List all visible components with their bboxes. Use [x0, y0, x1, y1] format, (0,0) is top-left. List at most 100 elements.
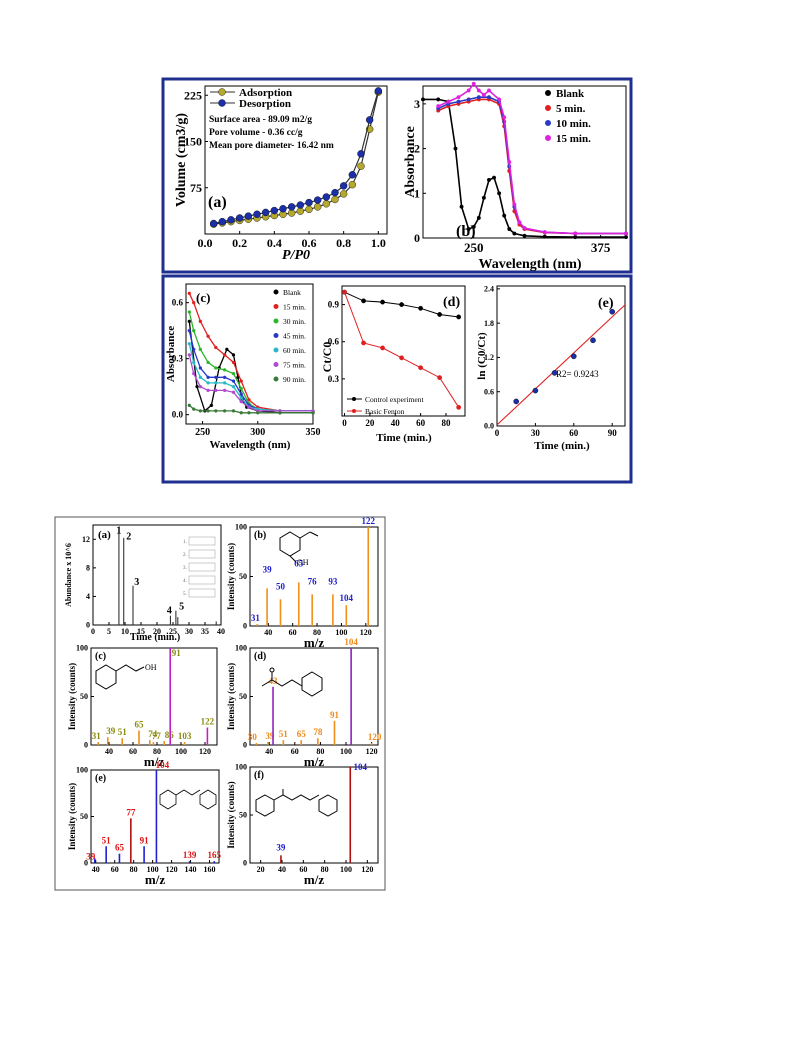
uv1-marker-0	[542, 234, 547, 239]
ms-c-peak-label: 31	[92, 731, 102, 741]
ms-f-xtick-label: 60	[299, 865, 307, 874]
gc-structure-thumbnail	[188, 575, 216, 585]
uv1-marker-0	[421, 97, 426, 102]
uv2-ytick-label: 0.0	[172, 410, 184, 420]
ms-f-peak-label: 39	[276, 842, 286, 852]
gc-ylabel: Abundance x 10^6	[64, 543, 73, 607]
uv1-marker-3	[486, 88, 491, 93]
bet-marker-adsorption	[296, 207, 305, 215]
uv1-series-line-2	[437, 96, 626, 235]
uv1-marker-2	[486, 95, 491, 100]
uv2-marker-1	[222, 353, 227, 357]
figure-frame-top	[161, 77, 633, 274]
uv2-ylabel: Absorbance	[165, 326, 177, 382]
bet-marker-desorption	[218, 217, 227, 226]
ms-c-ytick-label: 50	[80, 692, 88, 701]
uv2-marker-1	[231, 360, 236, 365]
ms-b-xtick-label: 40	[264, 628, 272, 637]
ms-c-xtick-label: 40	[105, 747, 113, 756]
uv1-marker-3	[471, 81, 476, 86]
uv1-marker-0	[507, 227, 512, 232]
ms-b-xtick-label: 80	[313, 628, 321, 637]
kin-series-line-1	[344, 292, 460, 408]
ms-f-xtick-label: 20	[257, 865, 265, 874]
uv1-ytick-label: 0	[414, 231, 420, 245]
ms-e-peak-label: 77	[126, 807, 136, 817]
ms-c-ytick-label: 0	[84, 741, 88, 750]
bet-ytick-label: 75	[190, 181, 202, 195]
uv1-marker-0	[481, 195, 486, 200]
uv2-marker-6	[256, 411, 260, 415]
uv1-legend-label: Blank	[556, 88, 585, 100]
uv1-marker-3	[542, 230, 547, 235]
panel-label: (e)	[598, 296, 614, 311]
gc-structure-index: 2.	[183, 553, 187, 558]
panel-label: (b)	[456, 223, 476, 240]
uv2-marker-0	[187, 319, 192, 324]
fit-xtick-label: 0	[495, 428, 500, 438]
bet-marker-desorption	[279, 205, 287, 213]
ms-c-peak-label: 74	[148, 729, 158, 739]
uv2-marker-6	[187, 403, 192, 408]
bet-ylabel: Volume (cm3/g)	[174, 113, 189, 207]
uv1-marker-0	[502, 213, 507, 218]
uv1-xtick-label: 375	[591, 240, 611, 255]
gc-xtick-label: 25	[169, 627, 177, 636]
kin-xlabel: Time (min.)	[376, 432, 432, 444]
ms-f-xtick-label: 120	[361, 865, 373, 874]
ms-b-xtick-label: 60	[289, 628, 297, 637]
bet-ytick-label: 150	[184, 135, 202, 149]
kin-marker-1	[456, 404, 462, 410]
ms-d-peak-label: 39	[265, 731, 275, 741]
bet-marker-desorption	[331, 188, 339, 197]
uv2-marker-3	[214, 375, 218, 380]
uv2-xtick-label: 300	[250, 427, 265, 438]
ester-chain-line	[261, 679, 303, 687]
gc-peak-label: 5	[179, 601, 184, 612]
kin-xtick-label: 20	[365, 418, 375, 428]
bet-annotation: Pore volume - 0.36 cc/g	[209, 128, 303, 138]
uv1-marker-0	[486, 177, 491, 182]
uv2-legend-marker	[273, 376, 279, 382]
uv2-legend-label: 60 min.	[283, 346, 306, 355]
ms-c-peak-label: 77	[152, 731, 162, 741]
bet-xtick-label: 0.6	[302, 236, 317, 250]
ms-d-peak-label: 65	[297, 729, 307, 739]
ms-c-xlabel: m/z	[144, 754, 164, 769]
uv2-legend-marker	[273, 304, 279, 309]
bet-xtick-label: 0.4	[267, 236, 282, 250]
ms-d-ytick-label: 50	[239, 692, 247, 701]
gc-xtick-label: 5	[107, 627, 111, 636]
uv1-series-line-3	[437, 82, 626, 235]
kin-marker-1	[361, 340, 366, 346]
bet-marker-desorption	[365, 116, 374, 124]
uv1-marker-2	[476, 95, 481, 100]
bet-marker-desorption	[253, 210, 261, 218]
uv2-series-line-3	[188, 330, 313, 412]
ms-c-ytick-label: 100	[76, 644, 88, 653]
ms-b-ytick-label: 100	[235, 523, 247, 532]
panel-label: (d)	[443, 295, 460, 310]
uv1-legend-marker	[545, 120, 551, 126]
kin-ytick-label: 0.3	[328, 374, 340, 384]
ms-d-peak-label: 78	[313, 727, 323, 737]
ms-e-xtick-label: 80	[130, 865, 138, 874]
uv2-marker-6	[206, 409, 210, 413]
ms-d-peak-label: 30	[248, 732, 258, 742]
ms-d-ylabel: Intensity (counts)	[226, 663, 236, 730]
uv2-legend-label: 45 min.	[283, 332, 306, 341]
gc-xtick-label: 35	[201, 627, 209, 636]
bet-legend-label: Desorption	[239, 98, 291, 110]
uv1-marker-3	[517, 220, 522, 225]
uv2-marker-3	[206, 375, 210, 380]
uv1-marker-0	[492, 175, 497, 180]
fit-axes-frame	[496, 285, 626, 427]
bet-marker-desorption	[209, 219, 218, 228]
bet-marker-desorption	[261, 208, 270, 217]
fit-ytick-label: 1.2	[484, 353, 494, 362]
gc-structure-thumbnail	[188, 549, 216, 559]
ms-e-xtick-label: 60	[111, 865, 119, 874]
ms-d-peak-label: 51	[279, 729, 289, 739]
bet-marker-adsorption	[305, 205, 313, 214]
gc-structure-thumbnail	[188, 588, 216, 598]
